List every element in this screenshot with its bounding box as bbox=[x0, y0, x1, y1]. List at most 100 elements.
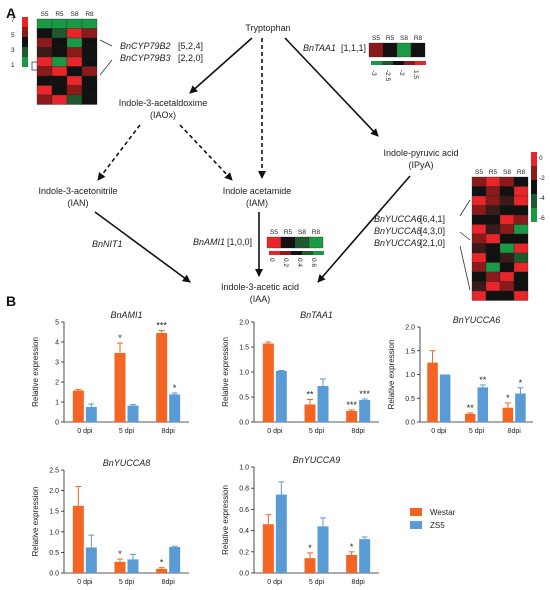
gene-yucca6: BnYUCCA6 [6,4,1] bbox=[374, 214, 445, 224]
bar-westar bbox=[72, 390, 84, 422]
bracket-cyp-link-2 bbox=[99, 59, 113, 76]
bar-zs5 bbox=[359, 539, 371, 573]
y-tick-label: 2.0 bbox=[49, 488, 59, 495]
heatmap-cyp79b-cell bbox=[36, 28, 53, 39]
y-axis-label: Relative expression bbox=[31, 487, 40, 557]
bracket-yucca-link-1 bbox=[459, 199, 471, 217]
y-tick-label: 0.8 bbox=[239, 486, 249, 493]
arrow-trp-ipya bbox=[284, 37, 379, 137]
heatmap-yucca-cell bbox=[485, 205, 501, 216]
y-tick-label: 0.5 bbox=[49, 550, 59, 557]
heatmap-cyp79b-col-label: R5 bbox=[55, 11, 64, 18]
legend-label-zs5: ZS5 bbox=[430, 521, 445, 530]
gene-yucca8-name: BnYUCCA8 bbox=[374, 226, 422, 236]
bar-zs5 bbox=[515, 393, 526, 422]
legend-swatch-zs5 bbox=[410, 521, 422, 529]
bar-zs5 bbox=[359, 400, 371, 422]
heatmap-yucca-cell bbox=[513, 281, 529, 292]
significance-label: * bbox=[350, 542, 354, 552]
heatmap-cyp79b-cell bbox=[36, 85, 53, 96]
y-tick-label: 1.0 bbox=[49, 529, 59, 536]
y-tick-label: 1.5 bbox=[405, 348, 415, 355]
heatmap-yucca-cell bbox=[485, 243, 501, 254]
heatmap-cyp79b-cell bbox=[51, 47, 68, 58]
node-iaox-abbr: (IAOx) bbox=[150, 110, 176, 120]
gene-yucca6-counts: [6,4,1] bbox=[420, 214, 445, 224]
bar-zs5 bbox=[169, 394, 181, 422]
colorbar-taa1-segment bbox=[371, 61, 382, 65]
colorbar-cyp-segment bbox=[22, 37, 28, 47]
colorbar-yucca-segment bbox=[531, 152, 537, 166]
heatmap-cyp79b-cell bbox=[66, 47, 83, 58]
bar-westar bbox=[72, 505, 84, 573]
heatmap-cyp79b-cell bbox=[81, 37, 98, 48]
chart-bnyucca9: BnYUCCA9 0.0 0.2 0.4 0.6 0.8 1.0 Relative expre… bbox=[221, 455, 379, 586]
colorbar-ami1-tick: 0.6 bbox=[310, 258, 317, 267]
heatmap-taa1-col-label: R5 bbox=[386, 35, 395, 42]
heatmap-ami1-cell bbox=[280, 236, 296, 249]
heatmap-yucca: S5 R5 S8 R8 bbox=[471, 169, 529, 301]
x-tick-label: 8dpi bbox=[162, 428, 176, 435]
bar-westar bbox=[427, 362, 438, 422]
heatmap-ami1-col-label: S5 bbox=[270, 229, 278, 236]
y-tick-label: 5 bbox=[55, 320, 59, 327]
node-ian-name: Indole-3-acetonitrile bbox=[38, 186, 117, 196]
heatmap-taa1-col-label: R8 bbox=[414, 35, 423, 42]
y-tick-label: 1.5 bbox=[49, 509, 59, 516]
heatmap-cyp79b-cell bbox=[81, 66, 98, 77]
gene-taa1: BnTAA1 [1,1,1] bbox=[303, 43, 366, 53]
heatmap-yucca-col-label: S5 bbox=[475, 169, 483, 176]
heatmap-ami1-col-label: R5 bbox=[284, 229, 293, 236]
colorbar-taa1-tick: -2 bbox=[398, 70, 405, 76]
heatmap-yucca-cell bbox=[499, 195, 515, 206]
y-tick-label: 0 bbox=[55, 420, 59, 427]
chart-bntaa1: BnTAA1 0.0 0.5 1.0 1.5 2.0 Relative expression… bbox=[221, 310, 379, 435]
x-tick-label: 0 dpi bbox=[267, 579, 283, 586]
colorbar-cyp-segment bbox=[22, 47, 28, 57]
gene-cyp79b3-name: BnCYP79B3 bbox=[120, 53, 171, 63]
heatmap-cyp79b-cell bbox=[66, 37, 83, 48]
colorbar-ami1-segment bbox=[269, 251, 280, 255]
chart-legend: Westar ZS5 bbox=[410, 508, 456, 530]
heatmap-yucca-cell bbox=[513, 176, 529, 187]
heatmap-yucca-cell bbox=[471, 214, 487, 225]
heatmap-taa1-col-label: S8 bbox=[400, 35, 408, 42]
heatmap-yucca-col-label: R8 bbox=[517, 169, 526, 176]
bar-westar bbox=[502, 407, 514, 422]
bar-westar bbox=[304, 404, 316, 422]
significance-label: *** bbox=[346, 400, 357, 410]
node-iaox-name: Indole-3-acetaldoxime bbox=[119, 98, 208, 108]
significance-label: * bbox=[506, 393, 510, 403]
heatmap-yucca-cell bbox=[499, 271, 515, 282]
heatmap-taa1-cell bbox=[382, 42, 398, 58]
bar-zs5 bbox=[275, 371, 287, 422]
colorbar-ami1-segment bbox=[313, 251, 324, 255]
heatmap-brackets bbox=[31, 39, 471, 291]
x-tick-label: 5 dpi bbox=[119, 579, 135, 586]
heatmap-cyp79b-cell bbox=[81, 85, 98, 96]
chart-title: BnTAA1 bbox=[300, 310, 333, 320]
heatmap-yucca-cell bbox=[485, 252, 501, 263]
heatmap-cyp79b-cell bbox=[81, 94, 98, 105]
heatmap-yucca-cell bbox=[513, 243, 529, 254]
colorbar-ami1-segment bbox=[280, 251, 291, 255]
colorbar-cyp-segment bbox=[22, 27, 28, 37]
y-tick-label: 1.0 bbox=[405, 372, 415, 379]
colorbar-cyp-tick: 7 bbox=[11, 17, 15, 24]
heatmap-cyp79b-cell bbox=[36, 47, 53, 58]
node-iaa-name: Indole-3-acetic acid bbox=[221, 282, 299, 292]
significance-label: ** bbox=[306, 390, 314, 400]
x-tick-label: 0 dpi bbox=[431, 428, 447, 435]
bracket-yucca-link-3 bbox=[459, 245, 471, 291]
bar-westar bbox=[262, 524, 274, 573]
gene-nit1-name: BnNIT1 bbox=[92, 239, 123, 249]
gene-yucca8-counts: [4,3,0] bbox=[420, 226, 445, 236]
colorbar-yucca: 0 -2 -4 -6 bbox=[531, 152, 545, 222]
colorbar-ami1-segment bbox=[302, 251, 313, 255]
colorbar-yucca-segment bbox=[531, 166, 537, 180]
y-tick-label: 1.0 bbox=[239, 465, 249, 472]
heatmap-yucca-cell bbox=[485, 176, 501, 187]
colorbar-taa1-tick: -3 bbox=[370, 70, 377, 76]
heatmap-cyp79b-cell bbox=[66, 75, 83, 86]
y-axis-label: Relative expression bbox=[31, 337, 40, 407]
